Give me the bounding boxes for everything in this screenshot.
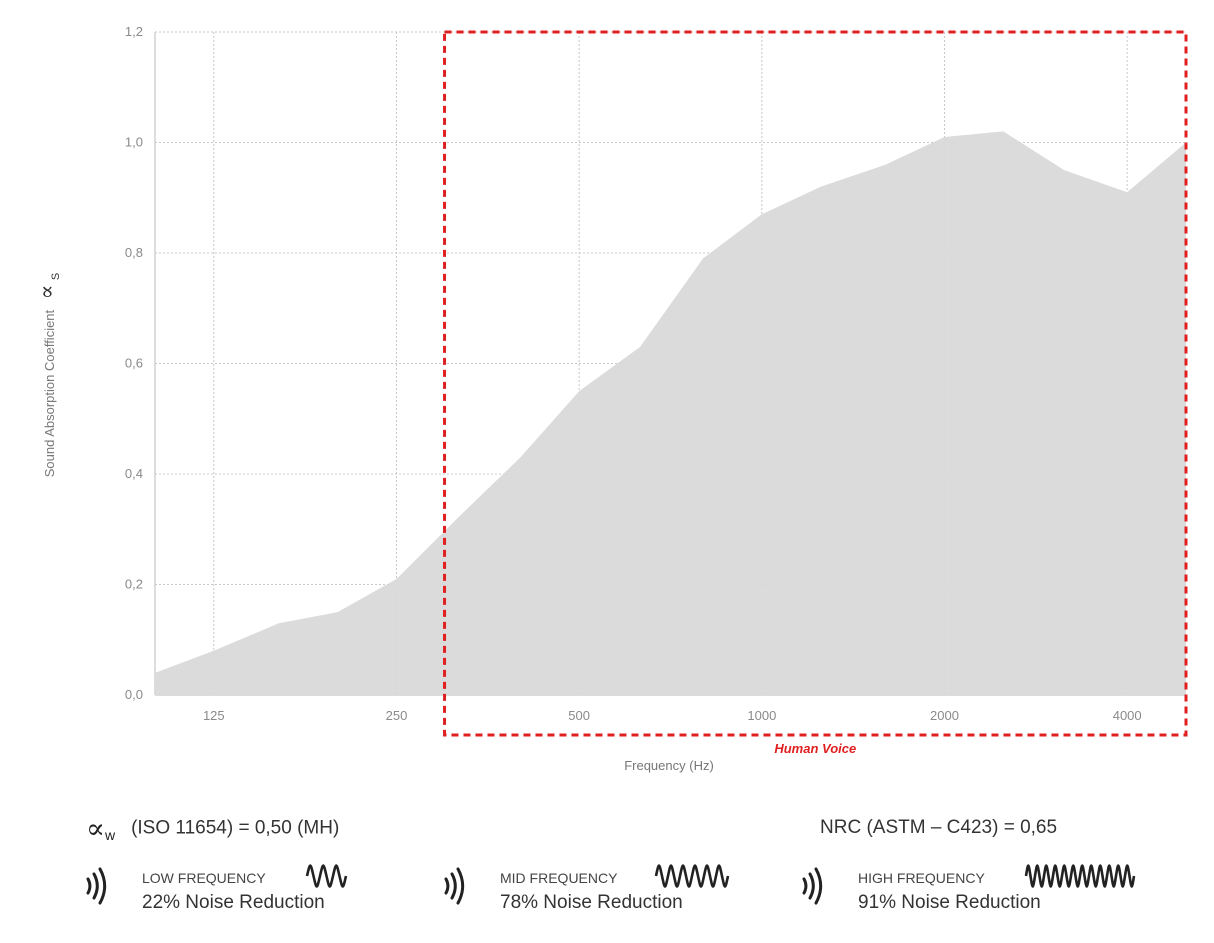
- y-tick-label: 0,4: [125, 466, 143, 481]
- alpha-subscript: S: [50, 273, 62, 280]
- y-axis-label-text: Sound Absorption Coefficient: [42, 309, 57, 477]
- alpha-symbol: ∝: [35, 285, 60, 300]
- x-tick-label: 1000: [747, 708, 776, 723]
- y-tick-label: 0,8: [125, 245, 143, 260]
- alpha-w-subscript: w: [104, 826, 116, 843]
- y-tick-labels: 0,0 0,2 0,4 0,6 0,8 1,0 1,2: [125, 24, 143, 702]
- human-voice-region: [443, 30, 1188, 737]
- y-tick-label: 0,2: [125, 577, 143, 592]
- absorption-area: [155, 131, 1186, 695]
- band-name: MID FREQUENCY: [500, 870, 618, 886]
- svg-text:Sound Absorption Coefficient: Sound Absorption Coefficient ∝ S: [35, 273, 62, 478]
- high-wave-icon: [1024, 864, 1136, 888]
- alpha-w-stat: ∝w (ISO 11654) = 0,50 (MH): [86, 812, 339, 845]
- sound-waves-icon: [802, 867, 823, 905]
- frequency-band-3: HIGH FREQUENCY 91% Noise Reduction: [798, 860, 1158, 940]
- y-axis-label: Sound Absorption Coefficient ∝ S: [35, 273, 62, 478]
- x-tick-label: 2000: [930, 708, 959, 723]
- x-tick-labels: 125 250 500 1000 2000 4000: [203, 708, 1142, 723]
- x-tick-label: 500: [568, 708, 590, 723]
- x-axis-label: Frequency (Hz): [624, 758, 714, 773]
- human-voice-label: Human Voice: [774, 741, 856, 756]
- low-wave-icon: [305, 864, 348, 888]
- x-tick-label: 125: [203, 708, 225, 723]
- nrc-rating: NRC (ASTM – C423) = 0,65: [820, 817, 1058, 838]
- noise-reduction-value: 22% Noise Reduction: [142, 892, 325, 913]
- x-tick-label: 250: [386, 708, 408, 723]
- absorption-chart: Human Voice 0,0 0,2 0,4 0,6 0,8 1,0 1,2 125 250…: [35, 24, 1188, 773]
- frequency-band-1: LOW FREQUENCY 22% Noise Reduction: [82, 860, 442, 940]
- y-tick-label: 0,0: [125, 687, 143, 702]
- y-tick-label: 1,2: [125, 24, 143, 39]
- sound-waves-icon: [444, 867, 465, 905]
- sound-waves-icon: [86, 867, 107, 905]
- y-tick-label: 1,0: [125, 135, 143, 150]
- mid-wave-icon: [654, 864, 730, 888]
- noise-reduction-value: 78% Noise Reduction: [500, 892, 683, 913]
- band-name: HIGH FREQUENCY: [858, 870, 985, 886]
- frequency-band-2: MID FREQUENCY 78% Noise Reduction: [440, 860, 800, 940]
- alpha-w-symbol: ∝: [86, 812, 105, 845]
- x-tick-label: 4000: [1113, 708, 1142, 723]
- noise-reduction-value: 91% Noise Reduction: [858, 892, 1041, 913]
- absorption-area-layer: [155, 131, 1186, 695]
- nrc-stat: NRC (ASTM – C423) = 0,65: [820, 817, 1057, 839]
- human-voice-region-layer: Human Voice: [443, 30, 1188, 756]
- y-tick-label: 0,6: [125, 356, 143, 371]
- band-name: LOW FREQUENCY: [142, 870, 266, 886]
- iso-rating: (ISO 11654) = 0,50 (MH): [131, 817, 340, 839]
